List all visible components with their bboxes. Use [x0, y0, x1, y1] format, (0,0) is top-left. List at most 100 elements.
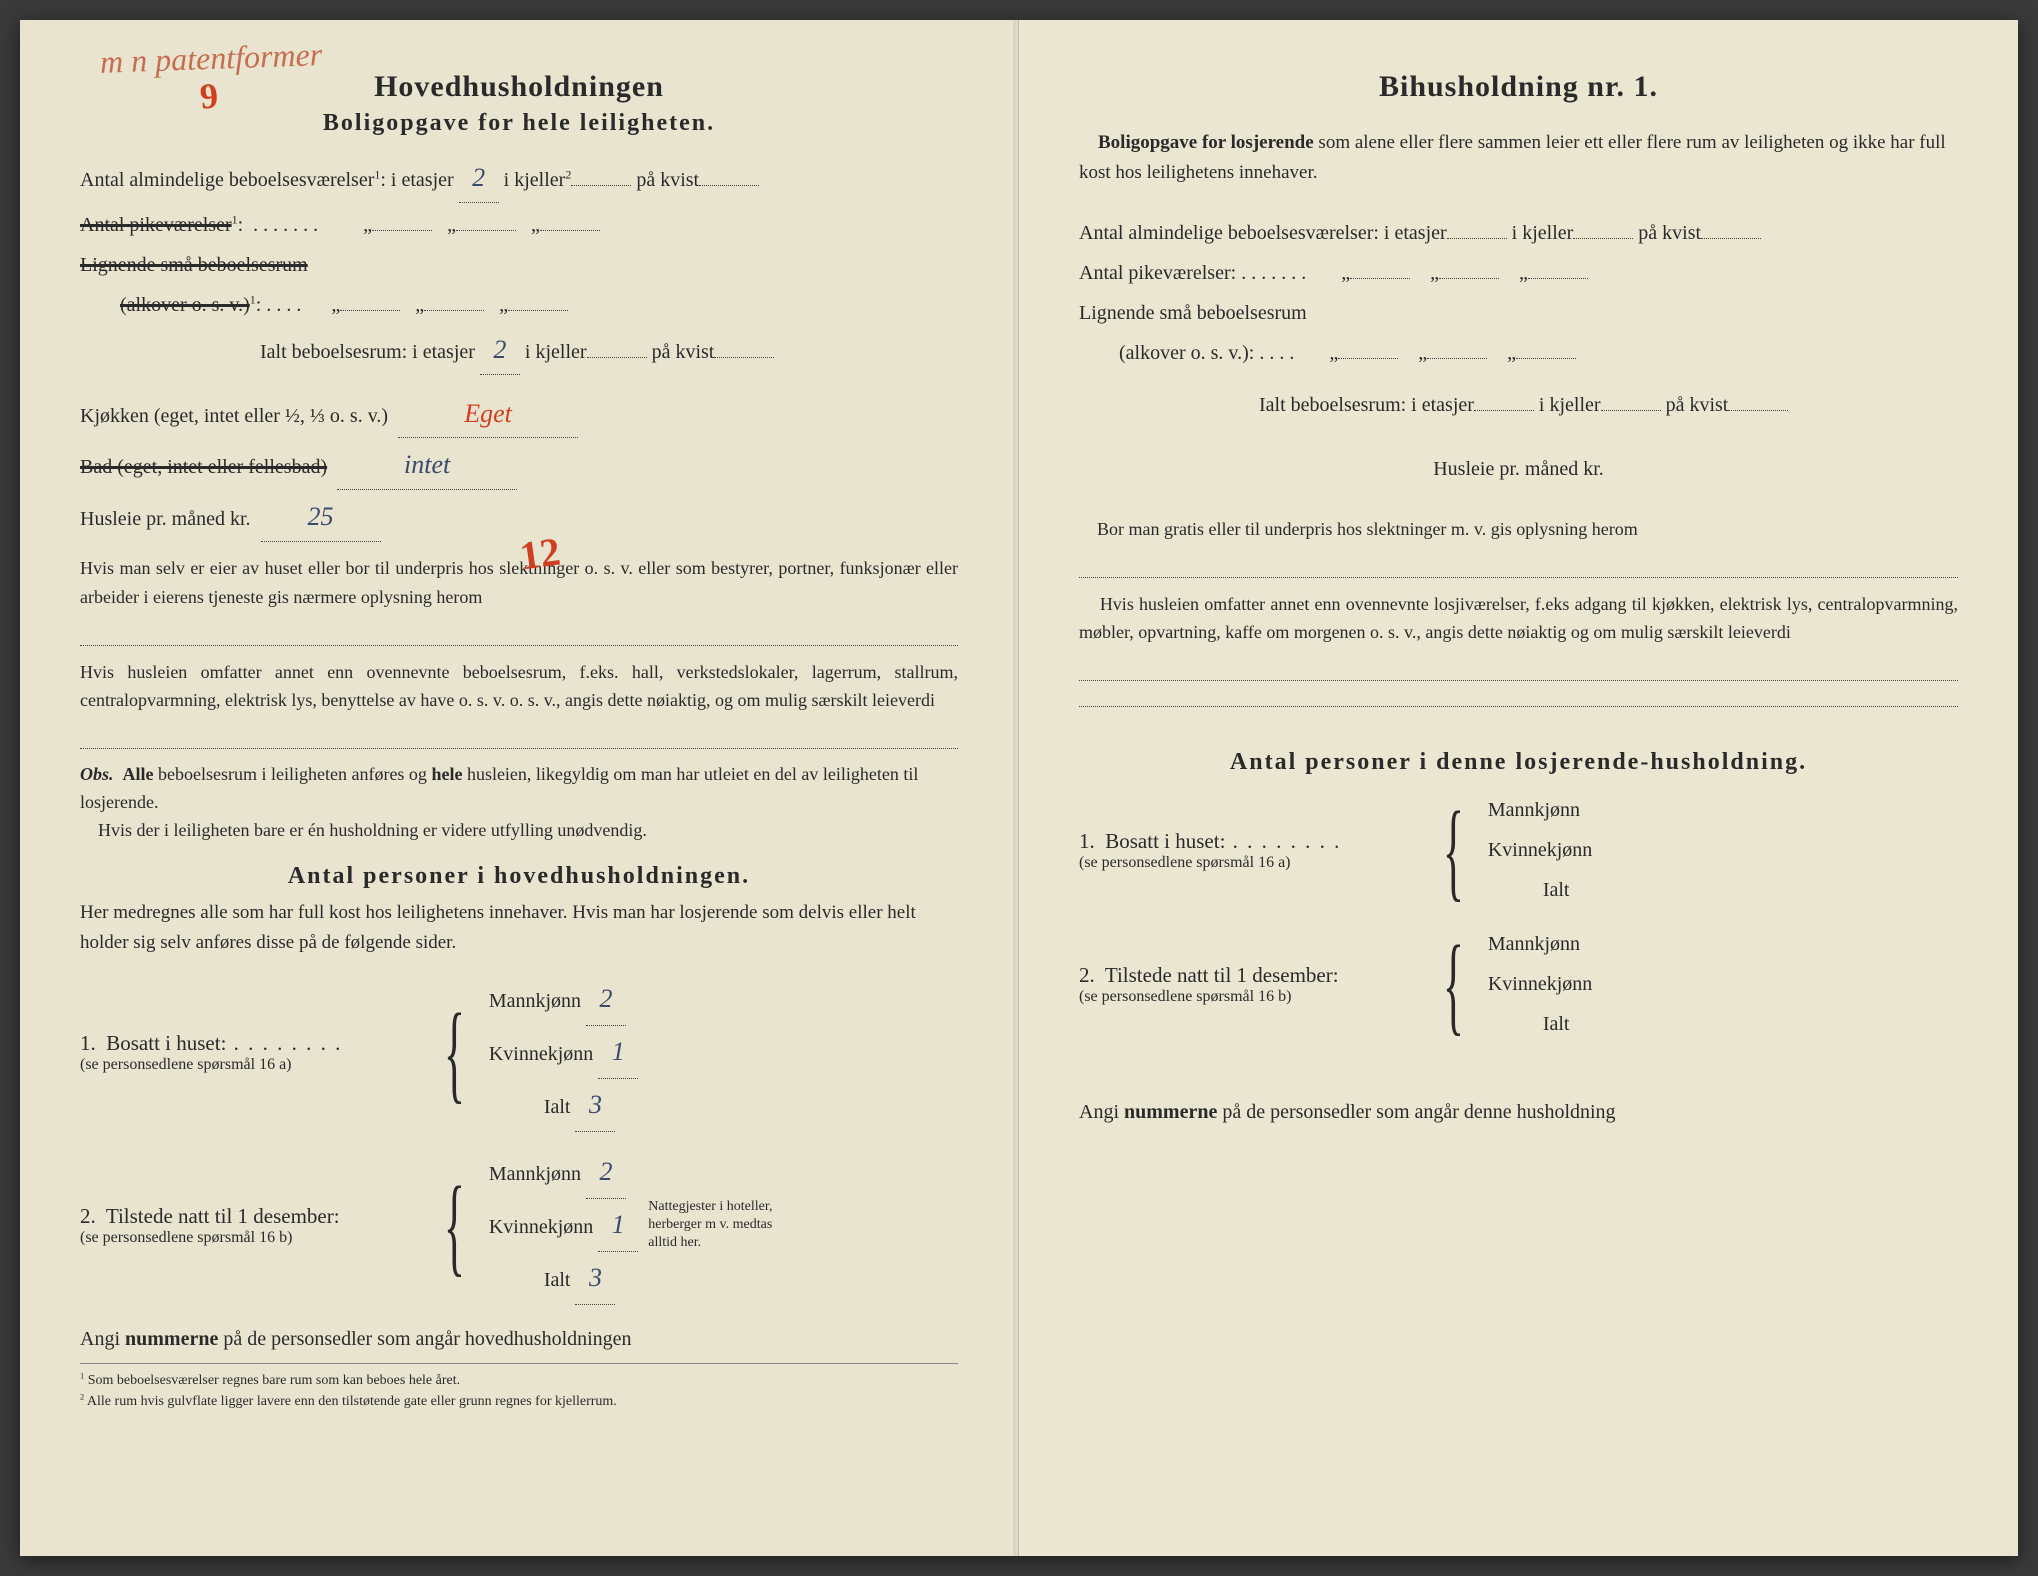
r-blank-2	[1079, 659, 1958, 681]
q2-fields: Mannkjønn 2 Kvinnekjønn 1 Ialt 3	[489, 1146, 638, 1305]
bath-line: Bad (eget, intet eller fellesbad) intet	[80, 442, 958, 490]
r-kjeller: i kjeller	[1512, 222, 1574, 244]
r-extra-content: Hvis husleien omfatter annet enn ovennev…	[1079, 594, 1958, 643]
r-ialt-label: Ialt beboelsesrum: i etasjer	[1259, 394, 1474, 416]
r-pike-line: Antal pikeværelser: . . . . . . . „ „ „	[1079, 255, 1958, 291]
right-title: Bihusholdning nr. 1.	[1079, 70, 1958, 104]
q1-kvinne-val: 1	[598, 1026, 638, 1079]
obs-text-1: Alle beboelsesrum i leiligheten anføres …	[80, 764, 918, 812]
r-persons-title: Antal personer i denne losjerende-hushol…	[1079, 749, 1958, 776]
kjeller-label: i kjeller	[504, 169, 566, 191]
fn1: Som beboelsesværelser regnes bare rum so…	[88, 1373, 460, 1388]
mann-label-2: Mannkjønn	[489, 1163, 581, 1185]
struck-line-3: (alkover o. s. v.)1: . . . . „ „ „	[120, 287, 958, 323]
r-kvinne-1: Kvinnekjønn	[1488, 839, 1592, 861]
r-person-q1: 1. Bosatt i huset: (se personsedlene spø…	[1079, 790, 1958, 910]
owner-text: Hvis man selv er eier av huset eller bor…	[80, 554, 958, 612]
q2-num: 2.	[80, 1204, 96, 1228]
struck-line-1: Antal pikeværelser1: . . . . . . . „ „ „	[80, 207, 958, 243]
r-q2-label: Tilstede natt til 1 desember:	[1105, 963, 1339, 987]
struck-pikevaerelser: Antal pikeværelser	[80, 214, 232, 236]
kitchen-value: Eget	[398, 391, 578, 439]
bath-value: intet	[337, 442, 517, 490]
kitchen-line: Kjøkken (eget, intet eller ½, ⅓ o. s. v.…	[80, 391, 958, 439]
right-page: Bihusholdning nr. 1. Boligopgave for los…	[1019, 20, 2018, 1556]
right-intro: Boligopgave for losjerende som alene ell…	[1079, 128, 1958, 189]
r-alkover: (alkover o. s. v.):	[1119, 342, 1254, 364]
r-rooms-line: Antal almindelige beboelsesværelser: i e…	[1079, 215, 1958, 251]
q2-label-block: 2. Tilstede natt til 1 desember: (se per…	[80, 1204, 420, 1247]
r-q1-fields: Mannkjønn Kvinnekjønn Ialt	[1488, 790, 1592, 910]
ialt-line: Ialt beboelsesrum: i etasjer 2 i kjeller…	[260, 327, 958, 375]
ialt-label-2: Ialt	[544, 1269, 571, 1291]
r-kvist-2: på kvist	[1666, 394, 1729, 416]
r-lign-line1: Lignende små beboelsesrum	[1079, 295, 1958, 331]
q1-sub: (se personsedlene spørsmål 16 a)	[80, 1056, 420, 1074]
struck-line-2: Lignende små beboelsesrum	[80, 247, 958, 283]
kvinne-label-2: Kvinnekjønn	[489, 1216, 593, 1238]
q2-mann-val: 2	[586, 1146, 626, 1199]
left-page: m n patentformer 9 Hovedhusholdningen Bo…	[20, 20, 1019, 1556]
blank-line-1	[80, 624, 958, 646]
rooms-etasjer-value: 2	[459, 155, 499, 203]
footnotes: 1 Som beboelsesværelser regnes bare rum …	[80, 1363, 958, 1412]
q1-label-block: 1. Bosatt i huset: (se personsedlene spø…	[80, 1031, 420, 1074]
r-lign-line2: (alkover o. s. v.): . . . . „ „ „	[1119, 335, 1958, 371]
person-q1: 1. Bosatt i huset: (se personsedlene spø…	[80, 973, 958, 1132]
census-form-document: m n patentformer 9 Hovedhusholdningen Bo…	[20, 20, 2018, 1556]
r-q1-num: 1.	[1079, 829, 1095, 853]
bracket-icon: {	[1443, 940, 1464, 1028]
q1-fields: Mannkjønn 2 Kvinnekjønn 1 Ialt 3	[489, 973, 638, 1132]
obs-block: Obs. Alle beboelsesrum i leiligheten anf…	[80, 761, 958, 845]
extra-text: Hvis husleien omfatter annet enn ovennev…	[80, 658, 958, 716]
q1-ialt-val: 3	[575, 1079, 615, 1132]
r-q2-fields: Mannkjønn Kvinnekjønn Ialt	[1488, 924, 1592, 1044]
bath-struck: Bad (eget, intet eller fellesbad)	[80, 456, 327, 478]
intro-bold: Boligopgave for losjerende	[1098, 132, 1314, 153]
r-ialt-line: Ialt beboelsesrum: i etasjer i kjeller p…	[1259, 387, 1958, 423]
bottom-line: Angi nummerne på de personsedler som ang…	[80, 1321, 958, 1357]
ialt-label-1: Ialt	[544, 1096, 571, 1118]
mann-label: Mannkjønn	[489, 990, 581, 1012]
r-rooms-label: Antal almindelige beboelsesværelser: i e…	[1079, 222, 1447, 244]
r-person-q2: 2. Tilstede natt til 1 desember: (se per…	[1079, 924, 1958, 1044]
q2-label: Tilstede natt til 1 desember:	[106, 1204, 340, 1228]
r-q2-label-block: 2. Tilstede natt til 1 desember: (se per…	[1079, 963, 1419, 1006]
q1-num: 1.	[80, 1031, 96, 1055]
person-q2: 2. Tilstede natt til 1 desember: (se per…	[80, 1146, 958, 1305]
blank-line-2	[80, 727, 958, 749]
r-q1-label: Bosatt i huset:	[1105, 829, 1225, 853]
r-free-text: Bor man gratis eller til underpris hos s…	[1079, 515, 1958, 544]
bracket-icon: {	[1443, 806, 1464, 894]
kvinne-label: Kvinnekjønn	[489, 1043, 593, 1065]
q2-sub: (se personsedlene spørsmål 16 b)	[80, 1229, 420, 1247]
struck-lignende: Lignende små beboelsesrum	[80, 254, 308, 276]
q2-kvinne-val: 1	[598, 1199, 638, 1252]
q2-ialt-val: 3	[575, 1252, 615, 1305]
q1-mann-val: 2	[586, 973, 626, 1026]
obs-label: Obs.	[80, 764, 114, 784]
persons-title: Antal personer i hovedhusholdningen.	[80, 863, 958, 890]
r-kjeller-2: i kjeller	[1539, 394, 1601, 416]
r-blank-3	[1079, 685, 1958, 707]
r-rent-label: Husleie pr. måned kr.	[1433, 458, 1604, 480]
kitchen-label: Kjøkken (eget, intet eller ½, ⅓ o. s. v.…	[80, 405, 388, 427]
fn2: Alle rum hvis gulvflate ligger lavere en…	[87, 1394, 617, 1409]
rooms-line: Antal almindelige beboelsesværelser1: i …	[80, 155, 958, 203]
r-bottom-line: Angi nummerne på de personsedler som ang…	[1079, 1094, 1958, 1130]
rooms-label: Antal almindelige beboelsesværelser	[80, 169, 374, 191]
etasjer-label: : i etasjer	[380, 169, 453, 191]
r-mann-2: Mannkjønn	[1488, 933, 1580, 955]
r-mann-1: Mannkjønn	[1488, 799, 1580, 821]
r-rent-line: Husleie pr. måned kr.	[1079, 451, 1958, 487]
r-ialt-1: Ialt	[1543, 879, 1570, 901]
r-q2-num: 2.	[1079, 963, 1095, 987]
rent-label: Husleie pr. måned kr.	[80, 508, 251, 530]
ialt-label: Ialt beboelsesrum: i etasjer	[260, 341, 475, 363]
r-kvist: på kvist	[1638, 222, 1701, 244]
r-extra-text: Hvis husleien omfatter annet enn ovennev…	[1079, 590, 1958, 648]
r-free-content: Bor man gratis eller til underpris hos s…	[1097, 519, 1638, 539]
r-q2-sub: (se personsedlene spørsmål 16 b)	[1079, 988, 1419, 1006]
handwritten-number-9: 9	[198, 74, 220, 117]
r-kvinne-2: Kvinnekjønn	[1488, 973, 1592, 995]
